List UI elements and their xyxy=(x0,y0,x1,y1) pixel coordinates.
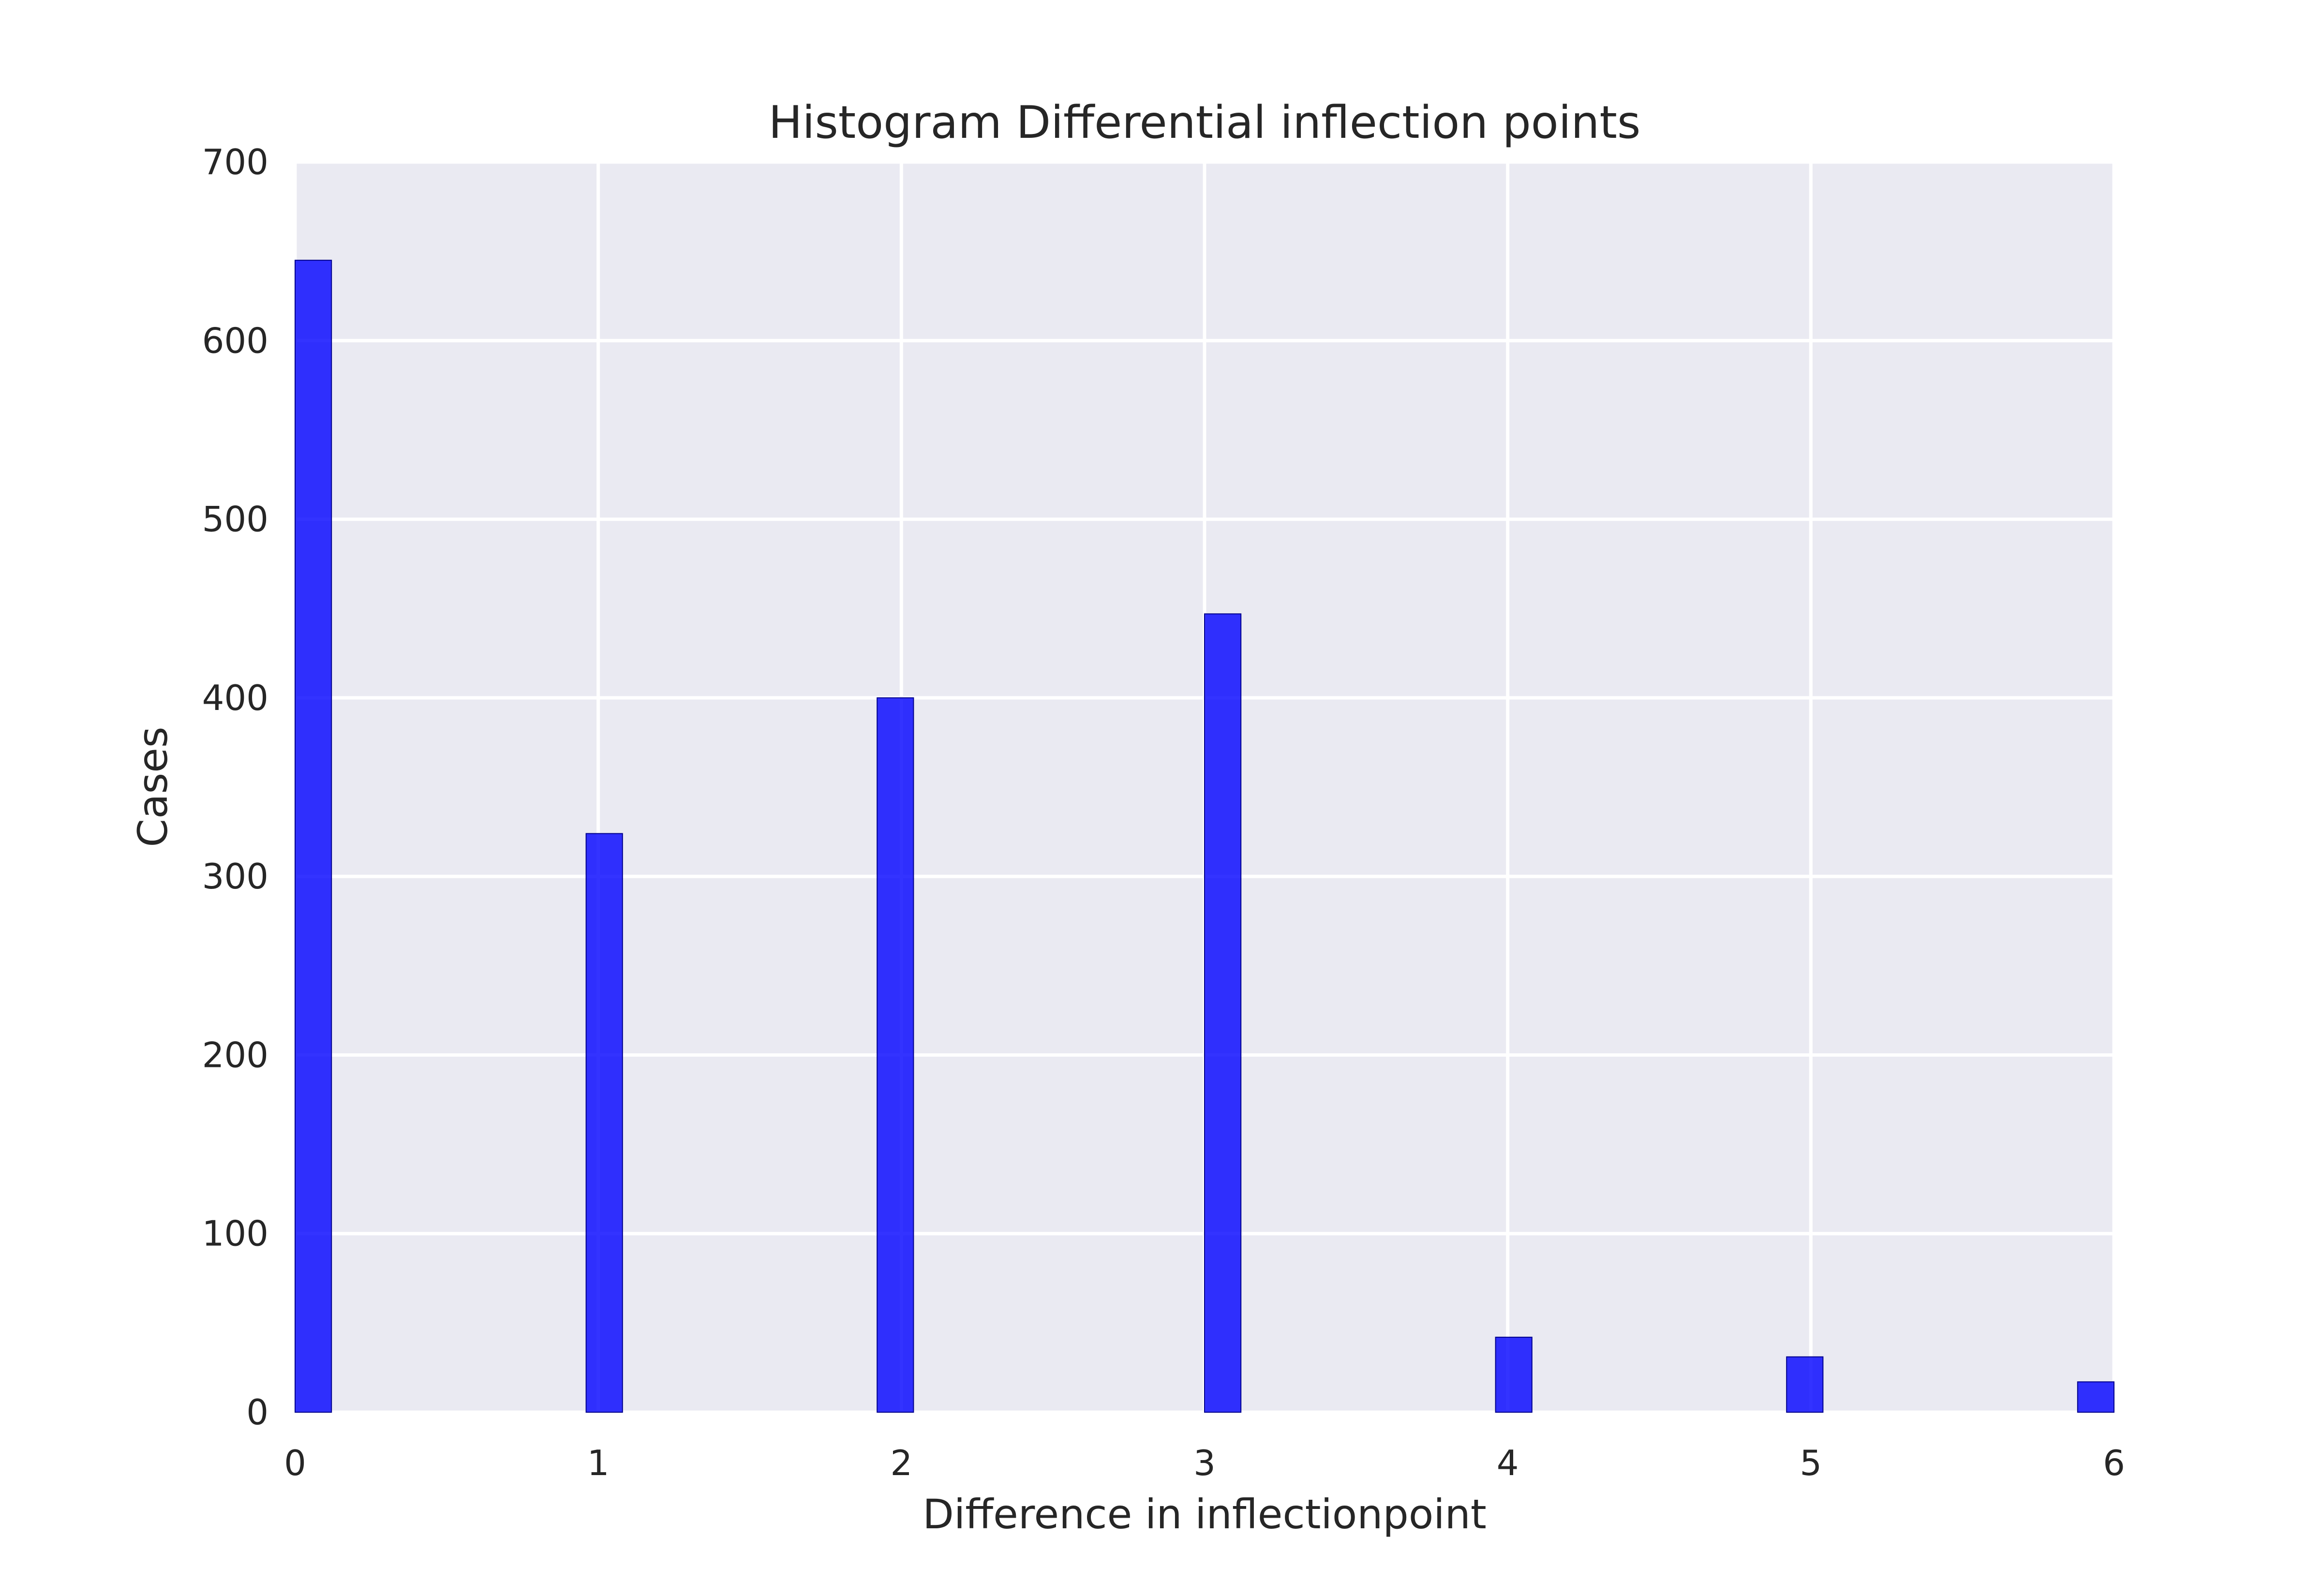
bar-4 xyxy=(1495,1336,1533,1413)
x-tick-label-1: 1 xyxy=(587,1443,610,1483)
bar-0 xyxy=(295,260,332,1413)
y-tick-label-3: 300 xyxy=(202,856,268,897)
y-tick-label-1: 100 xyxy=(202,1213,268,1254)
y-axis-label: Cases xyxy=(129,726,177,847)
bars xyxy=(295,260,2114,1413)
y-tick-labels: 0 100 200 300 400 500 600 700 xyxy=(202,142,268,1433)
x-tick-label-0: 0 xyxy=(284,1443,306,1483)
x-tick-label-4: 4 xyxy=(1497,1443,1519,1483)
x-tick-label-6: 6 xyxy=(2103,1443,2125,1483)
bar-1 xyxy=(585,833,623,1413)
bar-3 xyxy=(1204,613,1242,1413)
bar-2 xyxy=(877,697,914,1413)
y-tick-label-5: 500 xyxy=(202,499,268,540)
y-tick-label-0: 0 xyxy=(246,1392,268,1433)
bar-6 xyxy=(2077,1381,2114,1413)
x-axis-label: Difference in inflectionpoint xyxy=(923,1491,1487,1538)
x-tick-label-3: 3 xyxy=(1193,1443,1216,1483)
chart-title: Histogram Differential inflection points xyxy=(769,96,1641,148)
y-tick-label-2: 200 xyxy=(202,1034,268,1075)
y-tick-label-6: 600 xyxy=(202,320,268,361)
x-tick-label-5: 5 xyxy=(1800,1443,1822,1483)
y-tick-label-7: 700 xyxy=(202,142,268,182)
y-tick-label-4: 400 xyxy=(202,678,268,718)
x-tick-label-2: 2 xyxy=(890,1443,912,1483)
bar-5 xyxy=(1786,1356,1824,1413)
x-tick-labels: 0 1 2 3 4 5 6 xyxy=(284,1443,2125,1483)
